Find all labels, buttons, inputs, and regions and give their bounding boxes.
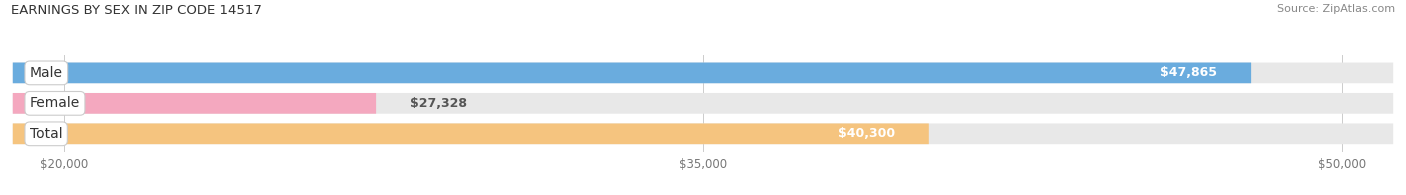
Text: $27,328: $27,328 [411, 97, 467, 110]
Text: Female: Female [30, 96, 80, 110]
Text: $47,865: $47,865 [1160, 66, 1218, 79]
FancyBboxPatch shape [13, 123, 1393, 144]
Text: Total: Total [30, 127, 62, 141]
FancyBboxPatch shape [13, 93, 377, 114]
Text: Male: Male [30, 66, 63, 80]
FancyBboxPatch shape [13, 63, 1393, 83]
Text: Source: ZipAtlas.com: Source: ZipAtlas.com [1277, 4, 1395, 14]
FancyBboxPatch shape [13, 93, 1393, 114]
FancyBboxPatch shape [13, 123, 929, 144]
FancyBboxPatch shape [13, 63, 1251, 83]
Text: EARNINGS BY SEX IN ZIP CODE 14517: EARNINGS BY SEX IN ZIP CODE 14517 [11, 4, 262, 17]
Text: $40,300: $40,300 [838, 127, 894, 140]
